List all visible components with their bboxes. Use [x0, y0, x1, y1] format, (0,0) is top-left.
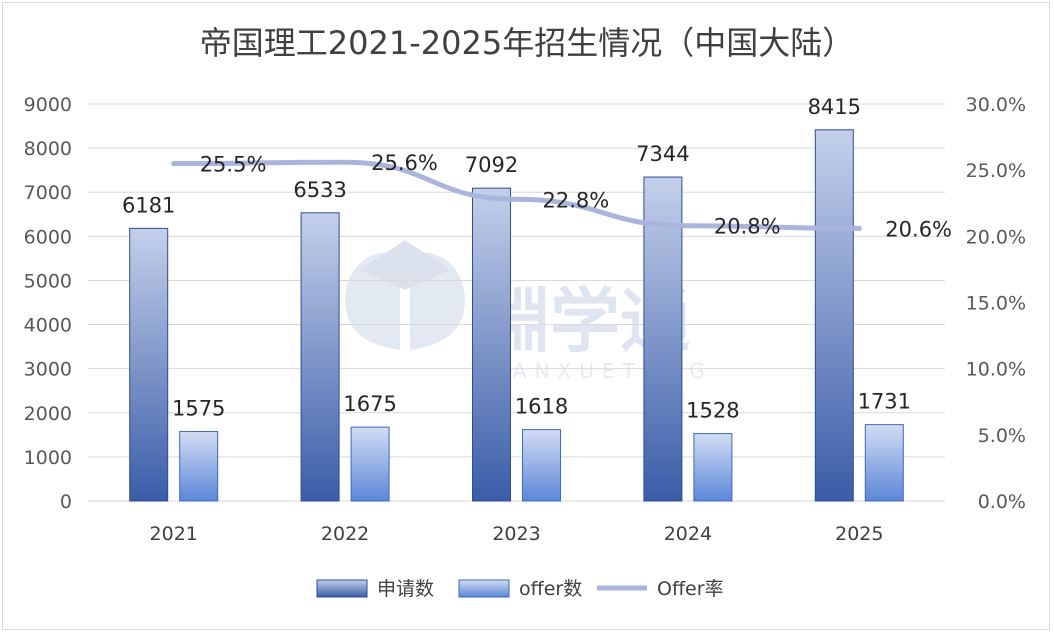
y2-tick-label: 20.0%: [966, 226, 1026, 248]
legend-label-offers: offer数: [519, 578, 582, 600]
data-labels: 6181 1575 6533 1675 7092 1618 7344 1528 8415 1731…: [122, 95, 952, 423]
line-series: [171, 159, 862, 231]
y2-tick-label: 30.0%: [966, 94, 1026, 116]
y-tick-label: 4000: [24, 315, 72, 337]
bar-applications: [472, 187, 511, 502]
x-tick-label: 2023: [492, 523, 540, 545]
y-tick-label: 3000: [24, 359, 72, 381]
gridlines: [88, 103, 945, 502]
y-tick-label: 7000: [24, 182, 72, 204]
chart-title: 帝国理工2021-2025年招生情况（中国大陆）: [199, 24, 855, 62]
y2-tick-label: 15.0%: [966, 293, 1026, 315]
y2-tick-label: 0.0%: [978, 491, 1026, 513]
right-axis-ticks: 0.0% 5.0% 10.0% 15.0% 20.0% 25.0% 30.0%: [966, 94, 1026, 513]
data-label-applications: 8415: [808, 95, 861, 119]
legend-swatch-offers: [458, 579, 510, 598]
legend-label-applications: 申请数: [377, 578, 434, 600]
y-tick-label: 5000: [24, 270, 72, 292]
legend-swatch-applications: [316, 579, 368, 598]
data-label-applications: 7344: [636, 142, 689, 166]
data-label-applications: 7092: [465, 153, 518, 177]
data-label-offer-rate: 20.8%: [714, 215, 781, 239]
y-tick-label: 2000: [24, 403, 72, 425]
bar-applications: [129, 227, 169, 502]
data-label-offers: 1618: [515, 395, 568, 419]
x-tick-label: 2021: [150, 523, 198, 545]
y2-tick-label: 10.0%: [966, 359, 1026, 381]
bar-offers: [522, 429, 561, 502]
legend: 申请数 offer数 Offer率: [316, 578, 724, 600]
bar-series: [129, 129, 904, 502]
x-tick-label: 2022: [321, 523, 369, 545]
data-label-offer-rate: 25.5%: [200, 153, 267, 177]
y-tick-label: 9000: [24, 94, 72, 116]
data-label-offer-rate: 20.6%: [885, 217, 952, 241]
bar-applications: [300, 212, 340, 502]
y-tick-label: 6000: [24, 226, 72, 248]
y-tick-label: 0: [60, 491, 72, 513]
bar-offers: [693, 433, 733, 502]
y-tick-label: 1000: [24, 447, 72, 469]
bar-offers: [179, 431, 219, 502]
data-label-applications: 6533: [293, 178, 346, 202]
data-label-offers: 1528: [686, 399, 739, 423]
left-axis-ticks: 0 1000 2000 3000 4000 5000 6000 7000 8000 9000: [24, 94, 72, 513]
x-tick-label: 2025: [835, 523, 883, 545]
bar-offers: [864, 424, 904, 502]
data-label-applications: 6181: [122, 193, 175, 217]
watermark-logo-icon: [345, 240, 465, 350]
bar-applications: [814, 129, 854, 502]
x-axis-ticks: 2021 2022 2023 2024 2025: [150, 523, 884, 545]
data-label-offer-rate: 22.8%: [543, 188, 610, 212]
y2-tick-label: 25.0%: [966, 160, 1026, 182]
x-tick-label: 2024: [664, 523, 712, 545]
legend-label-offer-rate: Offer率: [657, 578, 724, 600]
y2-tick-label: 5.0%: [978, 425, 1026, 447]
data-label-offers: 1675: [343, 392, 396, 416]
y-tick-label: 8000: [24, 138, 72, 160]
bar-offers: [350, 426, 390, 502]
data-label-offers: 1575: [172, 397, 225, 421]
data-label-offer-rate: 25.6%: [371, 151, 438, 175]
bar-applications: [643, 176, 683, 502]
data-label-offers: 1731: [858, 390, 911, 414]
